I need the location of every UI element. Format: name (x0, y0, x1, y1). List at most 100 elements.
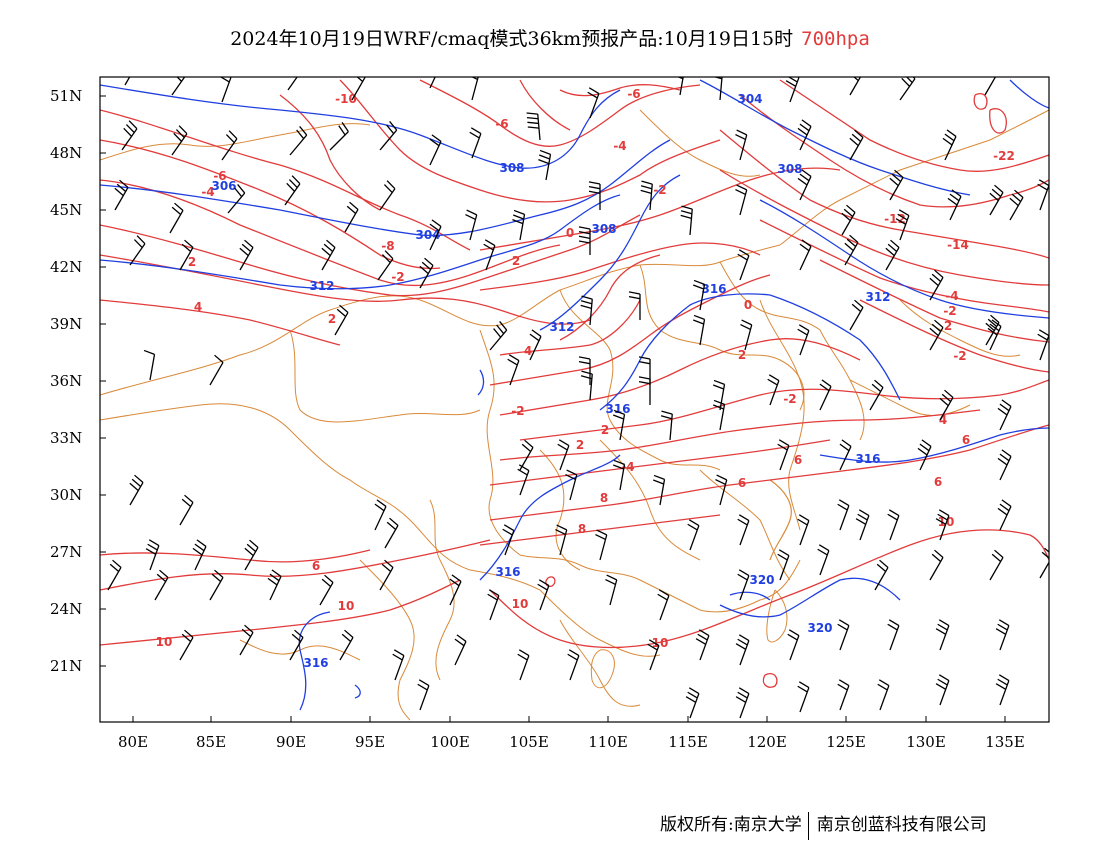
barb-feather (156, 573, 167, 583)
wind-barb (653, 474, 666, 506)
barb-feather (716, 474, 728, 481)
barb-feather (1001, 399, 1012, 407)
wind-barb (929, 319, 944, 351)
barb-feather (693, 284, 704, 290)
wind-barb (695, 629, 710, 661)
barb-shaft (379, 567, 394, 591)
barb-feather (987, 327, 998, 336)
wind-barb (392, 649, 405, 681)
barb-feather (818, 544, 830, 552)
lat-label: 24N (50, 600, 83, 618)
barb-feather (797, 328, 808, 336)
barb-feather (518, 649, 530, 657)
barb-shaft (429, 141, 442, 166)
barb-feather (578, 235, 591, 239)
barb-shaft (859, 515, 870, 541)
barb-feather (735, 696, 747, 703)
barb-shaft (689, 525, 700, 551)
barb-feather (768, 374, 780, 382)
barb-feather (767, 378, 778, 386)
barb-feather (588, 190, 601, 194)
wind-barb (693, 279, 706, 311)
wind-barb (517, 649, 530, 681)
wind-barb (121, 120, 138, 151)
barb-feather (797, 518, 808, 526)
barb-feather (695, 638, 707, 645)
barb-feather (239, 247, 249, 257)
temp-label: -2 (511, 404, 524, 418)
barb-feather (580, 300, 593, 305)
barb-feather (130, 55, 138, 62)
height-contours (100, 79, 1049, 711)
barb-feather (465, 213, 476, 220)
wind-barb (289, 126, 308, 156)
wind-barb (512, 209, 526, 241)
barb-feather (693, 319, 704, 325)
barb-shaft (849, 77, 862, 96)
wind-barb (344, 201, 359, 233)
wind-barb (735, 129, 748, 161)
lon-label: 100E (430, 733, 470, 751)
temp-label: 4 (194, 300, 202, 314)
barb-feather (876, 563, 887, 573)
barb-feather (578, 356, 591, 360)
temp-label: -6 (213, 169, 226, 183)
barb-shaft (559, 445, 570, 471)
barb-feather (736, 129, 748, 136)
barb-feather (606, 574, 618, 581)
barb-feather (715, 478, 726, 485)
wind-barb (947, 189, 962, 221)
barb-feather (799, 123, 810, 132)
temp-label: -2 (391, 270, 404, 284)
barb-feather (171, 206, 182, 216)
temp-label: 2 (512, 254, 520, 268)
barb-feather (778, 439, 790, 447)
barb-feather (466, 209, 478, 216)
barb-shaft (939, 680, 950, 706)
barb-feather (595, 533, 606, 540)
barb-shaft (659, 595, 670, 621)
barb-feather (493, 328, 502, 338)
wind-barb (145, 539, 160, 571)
barb-feather (995, 77, 996, 78)
barb-shaft (179, 637, 194, 661)
wind-barb (239, 239, 254, 271)
wind-barb (489, 321, 508, 351)
wind-barb (471, 77, 479, 101)
wind-barb (192, 539, 207, 571)
barb-feather (895, 218, 907, 225)
barb-feather (736, 184, 748, 191)
barb-feather (898, 209, 910, 217)
barb-feather (295, 61, 303, 69)
barb-shaft (589, 93, 600, 119)
barb-feather (735, 133, 746, 140)
wind-barb (849, 299, 864, 331)
barb-feather (1009, 197, 1019, 207)
barb-feather (991, 553, 1002, 563)
barb-feather (676, 77, 684, 80)
barb-feather (581, 370, 593, 375)
wind-barb (578, 356, 591, 385)
height-label: 316 (303, 656, 328, 670)
barb-feather (159, 569, 169, 578)
lon-label: 130E (906, 733, 946, 751)
barb-feather (879, 559, 889, 568)
barb-shaft (334, 312, 349, 336)
barb-feather (1011, 193, 1022, 203)
barb-feather (376, 499, 387, 507)
temp-label: -12 (884, 212, 906, 226)
barb-feather (887, 623, 898, 631)
barb-feather (419, 265, 429, 275)
barb-feather (181, 633, 192, 643)
wind-barb (997, 449, 1012, 481)
wind-barb (379, 559, 394, 591)
wind-barb (676, 77, 684, 96)
barb-shaft (999, 625, 1010, 651)
wind-barb (179, 239, 194, 271)
barb-shaft (154, 577, 169, 601)
wind-barb (735, 634, 750, 666)
wind-barb (693, 314, 706, 346)
wind-barb (942, 129, 957, 161)
barb-shaft (194, 546, 207, 571)
temp-label: 2 (188, 255, 196, 269)
